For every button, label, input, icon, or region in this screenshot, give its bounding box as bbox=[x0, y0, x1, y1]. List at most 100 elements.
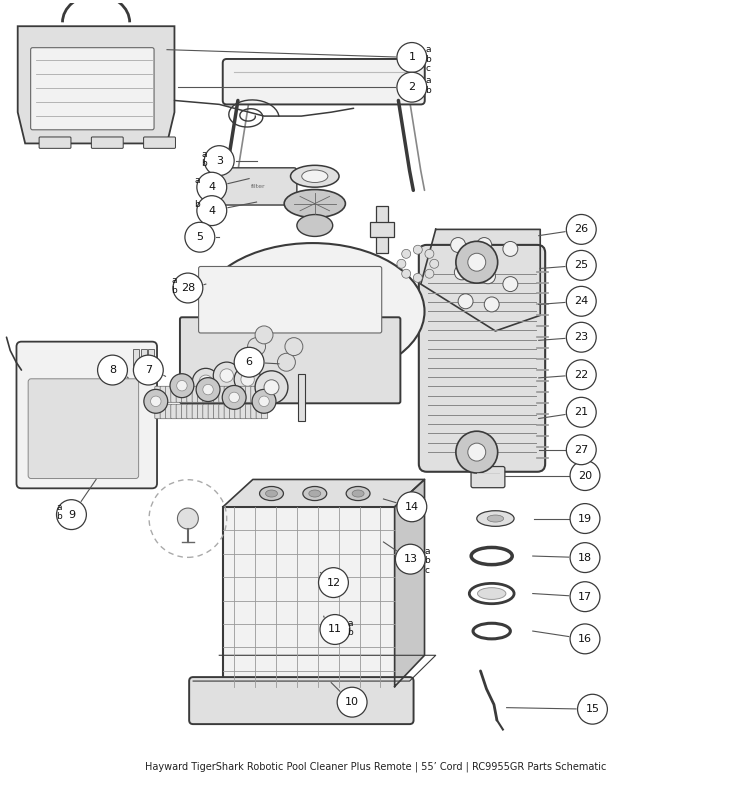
Text: 26: 26 bbox=[575, 224, 588, 235]
Ellipse shape bbox=[478, 588, 506, 600]
Text: a: a bbox=[202, 150, 207, 159]
Ellipse shape bbox=[570, 504, 600, 534]
Circle shape bbox=[402, 269, 411, 279]
FancyBboxPatch shape bbox=[262, 405, 268, 419]
Text: 21: 21 bbox=[575, 407, 588, 417]
Ellipse shape bbox=[469, 583, 514, 604]
Circle shape bbox=[220, 369, 233, 382]
Ellipse shape bbox=[566, 397, 596, 427]
Ellipse shape bbox=[566, 215, 596, 244]
Polygon shape bbox=[395, 479, 425, 686]
Text: a: a bbox=[424, 547, 429, 556]
Text: b: b bbox=[56, 512, 62, 522]
FancyBboxPatch shape bbox=[245, 405, 252, 419]
FancyBboxPatch shape bbox=[235, 386, 241, 402]
Text: Hayward TigerShark Robotic Pool Cleaner Plus Remote | 55’ Cord | RC9955GR Parts : Hayward TigerShark Robotic Pool Cleaner … bbox=[145, 762, 607, 772]
Polygon shape bbox=[18, 26, 174, 143]
Circle shape bbox=[468, 253, 486, 272]
Ellipse shape bbox=[309, 490, 321, 497]
Ellipse shape bbox=[284, 190, 345, 218]
Ellipse shape bbox=[234, 347, 264, 377]
Text: 10: 10 bbox=[345, 697, 359, 708]
Text: 11: 11 bbox=[328, 625, 342, 634]
FancyBboxPatch shape bbox=[240, 386, 247, 402]
Circle shape bbox=[252, 390, 276, 413]
FancyBboxPatch shape bbox=[214, 386, 220, 402]
Ellipse shape bbox=[346, 486, 370, 501]
Text: 13: 13 bbox=[403, 554, 417, 564]
Circle shape bbox=[255, 326, 273, 344]
FancyBboxPatch shape bbox=[250, 405, 257, 419]
Text: b: b bbox=[171, 286, 177, 295]
FancyBboxPatch shape bbox=[181, 405, 188, 419]
FancyBboxPatch shape bbox=[219, 405, 225, 419]
Text: b: b bbox=[202, 159, 208, 168]
FancyBboxPatch shape bbox=[203, 386, 209, 402]
FancyBboxPatch shape bbox=[208, 386, 214, 402]
Ellipse shape bbox=[566, 435, 596, 464]
Polygon shape bbox=[223, 479, 425, 507]
Ellipse shape bbox=[396, 545, 426, 574]
Circle shape bbox=[247, 338, 265, 356]
Ellipse shape bbox=[397, 42, 426, 72]
Text: 4: 4 bbox=[208, 205, 215, 216]
Circle shape bbox=[193, 368, 220, 395]
Circle shape bbox=[255, 371, 288, 404]
Circle shape bbox=[481, 269, 496, 284]
FancyBboxPatch shape bbox=[165, 386, 171, 402]
Ellipse shape bbox=[319, 567, 348, 597]
FancyBboxPatch shape bbox=[165, 405, 171, 419]
Ellipse shape bbox=[473, 623, 511, 639]
Ellipse shape bbox=[578, 694, 608, 724]
Text: 14: 14 bbox=[405, 502, 419, 512]
Text: 12: 12 bbox=[326, 578, 341, 588]
Circle shape bbox=[259, 396, 269, 407]
FancyBboxPatch shape bbox=[262, 386, 268, 402]
FancyBboxPatch shape bbox=[155, 405, 161, 419]
FancyBboxPatch shape bbox=[203, 405, 209, 419]
FancyBboxPatch shape bbox=[471, 467, 505, 488]
Text: 18: 18 bbox=[578, 552, 592, 563]
Text: 9: 9 bbox=[68, 510, 75, 519]
Text: b: b bbox=[347, 628, 353, 637]
Bar bbox=[298, 374, 305, 421]
FancyBboxPatch shape bbox=[223, 507, 395, 686]
Text: a: a bbox=[194, 176, 199, 186]
Ellipse shape bbox=[472, 548, 512, 564]
Circle shape bbox=[456, 242, 498, 283]
Ellipse shape bbox=[197, 172, 226, 202]
Text: 6: 6 bbox=[246, 357, 253, 368]
Ellipse shape bbox=[566, 250, 596, 280]
FancyBboxPatch shape bbox=[186, 405, 193, 419]
Ellipse shape bbox=[56, 500, 86, 530]
Ellipse shape bbox=[265, 490, 277, 497]
Text: b: b bbox=[426, 54, 431, 64]
FancyBboxPatch shape bbox=[155, 386, 161, 402]
Ellipse shape bbox=[302, 170, 328, 183]
Polygon shape bbox=[421, 229, 540, 331]
Ellipse shape bbox=[98, 355, 127, 385]
Ellipse shape bbox=[303, 486, 326, 501]
Ellipse shape bbox=[570, 624, 600, 654]
FancyBboxPatch shape bbox=[208, 405, 214, 419]
Circle shape bbox=[503, 242, 518, 257]
FancyBboxPatch shape bbox=[190, 677, 414, 724]
Ellipse shape bbox=[566, 323, 596, 352]
Ellipse shape bbox=[570, 460, 600, 490]
Text: 19: 19 bbox=[578, 514, 592, 523]
Text: a: a bbox=[426, 76, 431, 86]
Text: 28: 28 bbox=[180, 283, 195, 293]
Ellipse shape bbox=[201, 243, 425, 380]
Text: b: b bbox=[194, 200, 200, 209]
FancyBboxPatch shape bbox=[192, 405, 199, 419]
Circle shape bbox=[234, 366, 261, 393]
Circle shape bbox=[456, 431, 498, 473]
Text: b: b bbox=[426, 86, 431, 94]
FancyBboxPatch shape bbox=[141, 349, 147, 366]
FancyBboxPatch shape bbox=[192, 386, 199, 402]
FancyBboxPatch shape bbox=[180, 317, 400, 403]
Circle shape bbox=[402, 249, 411, 258]
FancyBboxPatch shape bbox=[171, 405, 177, 419]
Circle shape bbox=[414, 246, 423, 254]
FancyBboxPatch shape bbox=[199, 267, 382, 333]
